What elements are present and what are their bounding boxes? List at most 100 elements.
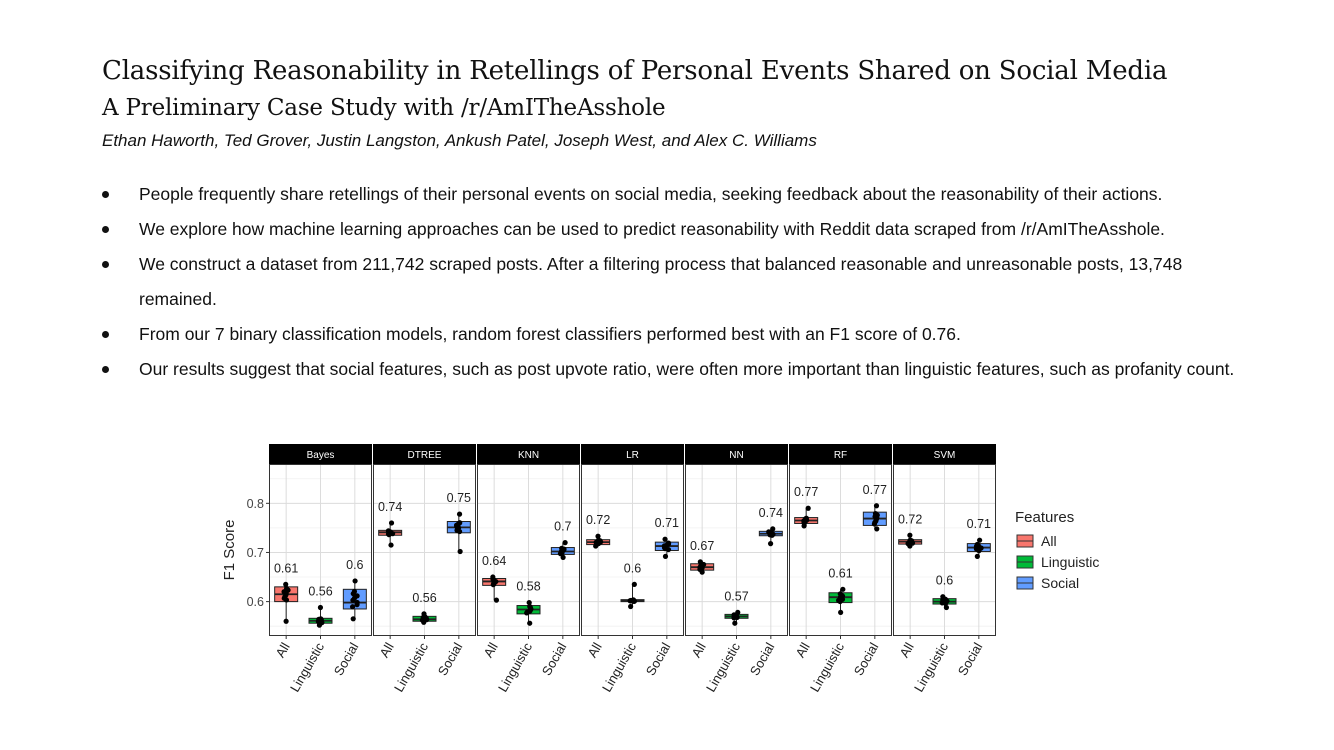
x-tick-label: All [689, 640, 709, 660]
data-point [631, 581, 637, 587]
data-point [974, 553, 980, 559]
data-point [456, 511, 463, 517]
data-point [560, 554, 566, 560]
data-point [977, 537, 983, 543]
data-point [767, 541, 774, 547]
data-label: 0.61 [274, 561, 298, 575]
facet-label: DTREE [408, 450, 442, 461]
legend-label-all: All [1041, 533, 1057, 549]
data-point [351, 588, 358, 595]
data-point [805, 505, 811, 511]
paper-subtitle: A Preliminary Case Study with /r/AmITheA… [102, 95, 666, 121]
paper-title: Classifying Reasonability in Retellings … [102, 56, 1168, 86]
x-tick-label: Linguistic [703, 640, 743, 695]
data-point [732, 620, 738, 626]
data-label: 0.6 [624, 561, 641, 575]
facet-strip [269, 444, 372, 464]
data-point [527, 603, 533, 610]
data-label: 0.75 [447, 491, 471, 505]
data-label: 0.71 [967, 517, 991, 531]
facet-label: LR [626, 450, 639, 461]
data-point [284, 585, 290, 592]
data-label: 0.56 [412, 591, 436, 605]
data-label: 0.6 [346, 558, 363, 572]
data-label: 0.58 [516, 580, 540, 594]
key-point: We construct a dataset from 211,742 scra… [102, 247, 1242, 317]
facet-strip [581, 444, 684, 464]
data-label: 0.71 [655, 516, 679, 530]
facet-label: SVM [934, 450, 956, 461]
facet-strip [373, 444, 476, 464]
data-point [490, 574, 496, 580]
data-point [838, 609, 844, 616]
key-point-text: We explore how machine learning approach… [139, 219, 1165, 239]
panel-border [269, 464, 372, 636]
facet-label: NN [729, 450, 743, 461]
data-label: 0.74 [759, 506, 783, 520]
author-list: Ethan Haworth, Ted Grover, Justin Langst… [102, 131, 817, 150]
panel-border [373, 464, 476, 636]
data-point [317, 604, 324, 611]
key-point-text: From our 7 binary classification models,… [139, 324, 961, 344]
bullet-icon [102, 261, 109, 268]
data-label: 0.72 [898, 512, 922, 526]
x-tick-label: Linguistic [391, 640, 431, 695]
key-point-text: We construct a dataset from 211,742 scra… [139, 254, 1183, 309]
data-point [770, 526, 776, 532]
legend-label-social: Social [1041, 575, 1079, 591]
data-point [527, 620, 533, 626]
data-label: 0.77 [863, 483, 887, 497]
x-tick-label: Social [643, 640, 674, 678]
data-point [766, 529, 772, 535]
facet-label: RF [834, 450, 847, 461]
data-point [350, 616, 356, 622]
bullet-icon [102, 226, 109, 233]
data-point [628, 603, 634, 610]
f1-score-boxplot-chart: F1 Score0.60.70.8Bayes0.610.560.6AllLing… [221, 444, 1099, 695]
data-point [974, 541, 980, 548]
x-tick-label: All [273, 640, 293, 660]
data-point [493, 597, 500, 603]
key-point-text: Our results suggest that social features… [139, 359, 1235, 379]
facet-strip [893, 444, 996, 464]
y-axis-label: F1 Score [221, 520, 238, 581]
data-point [526, 599, 532, 606]
legend-label-linguistic: Linguistic [1041, 554, 1099, 570]
key-point: Our results suggest that social features… [102, 352, 1242, 387]
x-tick-label: Linguistic [807, 640, 847, 695]
x-tick-label: Social [435, 640, 466, 678]
bullet-icon [102, 366, 109, 373]
data-point [559, 545, 565, 551]
key-point: We explore how machine learning approach… [102, 212, 1242, 247]
data-point [662, 553, 669, 559]
data-point [803, 515, 809, 521]
x-tick-label: All [793, 640, 813, 660]
data-point [731, 612, 737, 618]
data-point [874, 526, 880, 532]
data-point [457, 520, 463, 526]
x-tick-label: Social [955, 640, 986, 678]
x-tick-label: Social [539, 640, 570, 678]
x-tick-label: Linguistic [599, 640, 639, 695]
data-label: 0.61 [828, 566, 852, 580]
data-point [630, 597, 636, 603]
data-label: 0.77 [794, 485, 818, 499]
data-point [562, 540, 568, 546]
data-point [354, 599, 360, 606]
data-label: 0.57 [724, 589, 748, 603]
data-point [283, 581, 289, 587]
data-point [662, 536, 668, 542]
x-tick-label: All [585, 640, 605, 660]
data-point [385, 528, 392, 534]
x-tick-label: Linguistic [495, 640, 535, 695]
data-label: 0.56 [308, 584, 332, 598]
data-point [352, 578, 358, 584]
data-point [697, 559, 703, 565]
data-label: 0.7 [554, 520, 571, 534]
panel-border [581, 464, 684, 636]
data-point [907, 532, 913, 538]
facet-label: KNN [518, 450, 539, 461]
panel-border [685, 464, 788, 636]
x-tick-label: Linguistic [911, 640, 951, 695]
x-tick-label: Social [851, 640, 882, 678]
